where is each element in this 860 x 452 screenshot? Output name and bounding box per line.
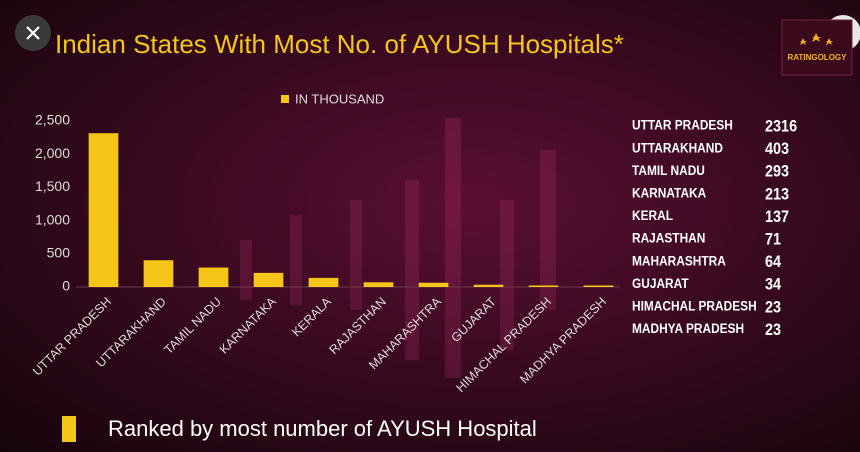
footer-swatch [62, 416, 76, 442]
bar [308, 277, 339, 287]
footer-text: Ranked by most number of AYUSH Hospital [108, 416, 537, 441]
ranking-name: HIMACHAL PRADESH [632, 298, 757, 314]
chart-title: Indian States With Most No. of AYUSH Hos… [55, 29, 624, 59]
bar [88, 133, 119, 287]
ranking-name: UTTAR PRADESH [632, 117, 733, 133]
ranking-value: 64 [765, 253, 781, 271]
bar [418, 282, 449, 287]
ranking-value: 23 [765, 321, 781, 339]
bar [253, 272, 284, 287]
y-tick-label: 0 [62, 278, 70, 294]
bar [528, 285, 559, 287]
ranking-value: 23 [765, 298, 781, 316]
legend-label: IN THOUSAND [295, 91, 384, 106]
y-tick-label: 1,500 [35, 178, 70, 194]
logo-stars [800, 33, 833, 45]
ranking-value: 2316 [765, 117, 797, 135]
ranking-value: 137 [765, 208, 789, 226]
ranking-name: MAHARASHTRA [632, 252, 726, 268]
legend-swatch [281, 95, 289, 103]
close-icon [26, 26, 40, 40]
y-tick-label: 500 [47, 245, 71, 261]
ranking-name: RAJASTHAN [632, 230, 705, 246]
bar [583, 285, 614, 287]
bar [363, 282, 394, 287]
ranking-value: 403 [765, 140, 789, 158]
ranking-name: KARNATAKA [632, 185, 707, 201]
logo-box [781, 19, 853, 76]
decor-bars [240, 118, 556, 378]
bar [473, 284, 504, 287]
ranking-name: MADHYA PRADESH [632, 320, 744, 336]
ranking-value: 213 [765, 185, 789, 203]
ranking-value: 71 [765, 230, 781, 248]
ranking-value: 293 [765, 163, 789, 181]
y-tick-label: 2,000 [35, 145, 70, 161]
logo-text: RATINGOLOGY [788, 53, 848, 62]
bar [143, 260, 174, 287]
ranking-name: TAMIL NADU [632, 162, 705, 178]
bar [198, 267, 229, 287]
ranking-name: GUJARAT [632, 275, 689, 291]
ranking-name: KERAL [632, 207, 673, 223]
y-tick-label: 1,000 [35, 211, 70, 227]
y-tick-label: 2,500 [35, 112, 70, 128]
ranking-name: UTTARAKHAND [632, 139, 723, 155]
ranking-value: 34 [765, 276, 781, 294]
